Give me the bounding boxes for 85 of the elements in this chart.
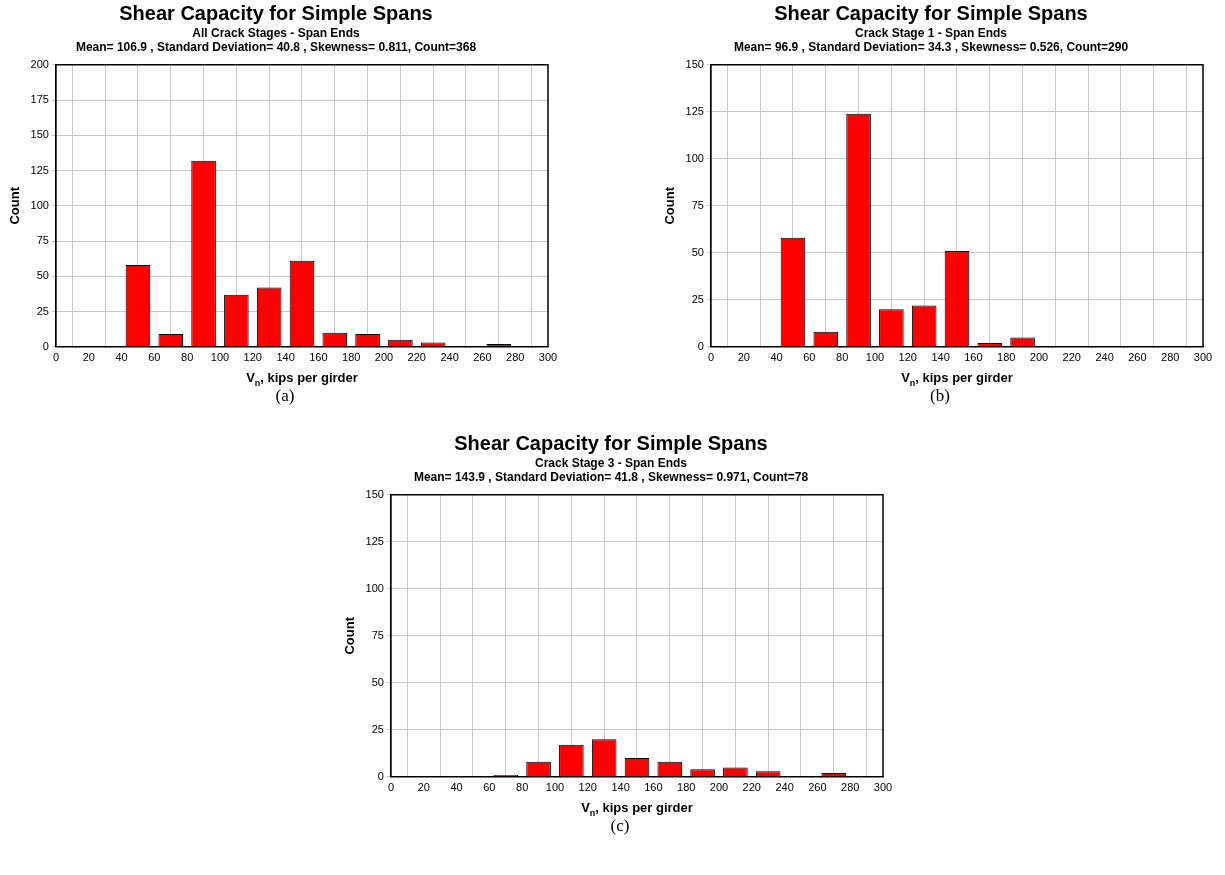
text: (b) xyxy=(929,386,951,406)
x-tick-label: 20 xyxy=(417,781,430,794)
y-axis-title: Count xyxy=(7,186,23,225)
x-tick-label: 60 xyxy=(803,351,816,364)
x-tick-label: 240 xyxy=(1095,351,1114,364)
x-tick-label: 20 xyxy=(737,351,750,364)
x-tick-label: 260 xyxy=(473,351,492,364)
text: Mean= 106.9 , Standard Deviation= 40.8 , Skewness= 0.811, Count=368 xyxy=(75,39,477,54)
x-tick-label: 180 xyxy=(342,351,361,364)
chart-subtitle: Crack Stage 1 - Span Ends xyxy=(854,25,1008,40)
text: (c) xyxy=(609,816,631,836)
x-tick-label: 260 xyxy=(808,781,827,794)
y-tick-label: 50 xyxy=(371,675,384,688)
x-tick-label: 40 xyxy=(450,781,463,794)
text: (a) xyxy=(274,386,296,406)
x-tick-label: 220 xyxy=(407,351,426,364)
y-tick-label: 150 xyxy=(365,487,384,500)
x-tick-label: 20 xyxy=(82,351,95,364)
x-tick-label: 300 xyxy=(1193,351,1213,364)
y-tick-label: 100 xyxy=(685,151,704,164)
y-tick-label: 125 xyxy=(365,534,384,547)
x-tick-label: 200 xyxy=(709,781,729,794)
y-tick-label: 50 xyxy=(36,269,49,282)
x-tick-label: 40 xyxy=(770,351,783,364)
chart-title: Shear Capacity for Simple Spans xyxy=(774,1,1088,24)
x-tick-label: 240 xyxy=(440,351,459,364)
chart-title: Shear Capacity for Simple Spans xyxy=(119,1,433,24)
y-tick-label: 175 xyxy=(30,93,49,106)
x-tick-label: 280 xyxy=(506,351,525,364)
y-tick-label: 150 xyxy=(30,128,49,141)
x-tick-label: 160 xyxy=(309,351,328,364)
y-tick-label: 25 xyxy=(691,292,704,305)
y-tick-label: 150 xyxy=(685,57,704,70)
x-tick-label: 240 xyxy=(775,781,794,794)
x-tick-label: 60 xyxy=(148,351,161,364)
x-tick-label: 80 xyxy=(836,351,849,364)
y-tick-label: 100 xyxy=(30,198,49,211)
x-tick-label: 160 xyxy=(644,781,663,794)
x-tick-label: 280 xyxy=(841,781,860,794)
y-tick-label: 75 xyxy=(691,198,704,211)
x-tick-label: 140 xyxy=(611,781,630,794)
x-tick-label: 80 xyxy=(516,781,529,794)
x-tick-label: 100 xyxy=(545,781,565,794)
y-tick-label: 25 xyxy=(371,722,384,735)
x-tick-label: 60 xyxy=(483,781,496,794)
x-tick-label: 100 xyxy=(865,351,885,364)
x-tick-label: 140 xyxy=(931,351,950,364)
y-tick-label: 0 xyxy=(697,339,704,352)
y-tick-label: 50 xyxy=(691,245,704,258)
x-tick-label: 180 xyxy=(677,781,696,794)
chart-subtitle: Crack Stage 3 - Span Ends xyxy=(534,455,688,470)
y-tick-label: 0 xyxy=(42,339,49,352)
x-tick-label: 0 xyxy=(707,351,715,364)
x-tick-label: 220 xyxy=(742,781,761,794)
x-tick-label: 140 xyxy=(276,351,295,364)
x-tick-label: 100 xyxy=(210,351,230,364)
x-tick-label: 300 xyxy=(538,351,558,364)
y-tick-label: 125 xyxy=(30,163,49,176)
y-tick-label: 75 xyxy=(371,628,384,641)
chart-title: Shear Capacity for Simple Spans xyxy=(454,431,768,454)
y-tick-label: 0 xyxy=(377,769,384,782)
x-tick-label: 220 xyxy=(1062,351,1081,364)
x-tick-label: 0 xyxy=(387,781,395,794)
x-tick-label: 120 xyxy=(898,351,917,364)
y-tick-label: 75 xyxy=(36,234,49,247)
y-tick-label: 200 xyxy=(30,57,49,70)
text: Mean= 143.9 , Standard Deviation= 41.8 , Skewness= 0.971, Count=78 xyxy=(413,469,809,484)
x-tick-label: 120 xyxy=(243,351,262,364)
y-tick-label: 100 xyxy=(365,581,384,594)
text: Mean= 96.9 , Standard Deviation= 34.3 , Skewness= 0.526, Count=290 xyxy=(733,39,1129,54)
y-tick-label: 125 xyxy=(685,104,704,117)
x-tick-label: 260 xyxy=(1128,351,1147,364)
y-axis-title: Count xyxy=(662,186,678,225)
x-tick-label: 120 xyxy=(578,781,597,794)
x-tick-label: 0 xyxy=(52,351,60,364)
x-tick-label: 80 xyxy=(181,351,194,364)
x-tick-label: 280 xyxy=(1161,351,1180,364)
chart-subtitle: All Crack Stages - Span Ends xyxy=(192,25,361,40)
y-tick-label: 25 xyxy=(36,304,49,317)
x-tick-label: 180 xyxy=(997,351,1016,364)
x-tick-label: 160 xyxy=(964,351,983,364)
y-axis-title: Count xyxy=(342,616,358,655)
x-tick-label: 40 xyxy=(115,351,128,364)
x-tick-label: 200 xyxy=(1029,351,1049,364)
x-tick-label: 300 xyxy=(873,781,893,794)
